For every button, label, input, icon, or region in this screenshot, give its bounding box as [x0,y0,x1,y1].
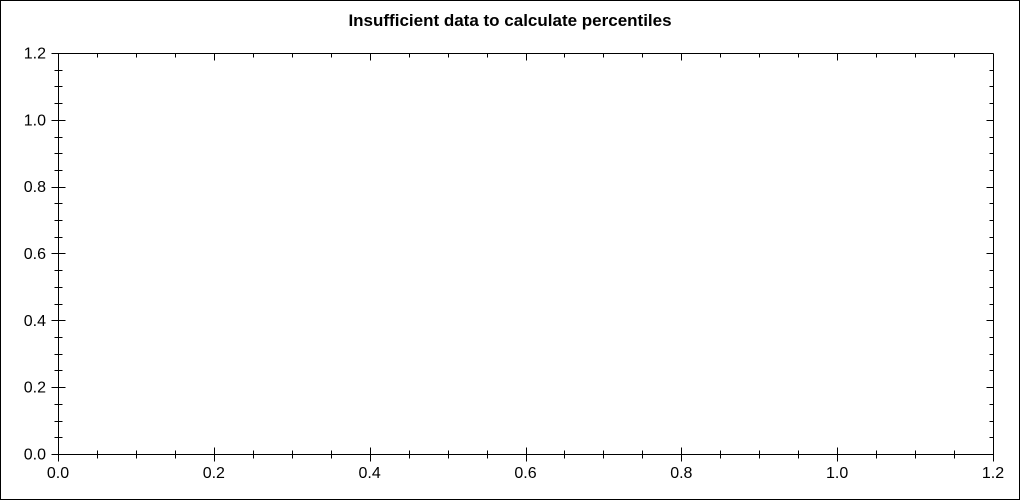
x-tick-label: 0.8 [670,465,692,482]
y-tick-label: 0.0 [24,447,46,464]
x-tick-label: 0.0 [47,465,69,482]
x-tick-label: 1.2 [982,465,1004,482]
y-tick-label: 1.0 [24,112,46,129]
y-tick-label: 0.4 [24,313,46,330]
y-tick-label: 0.6 [24,246,46,263]
x-tick-label: 0.2 [203,465,225,482]
chart-title: Insufficient data to calculate percentil… [348,11,672,30]
y-tick-label: 0.2 [24,380,46,397]
y-tick-label: 1.2 [24,46,46,63]
y-tick-label: 0.8 [24,179,46,196]
x-tick-label: 0.4 [359,465,381,482]
x-tick-label: 0.6 [514,465,536,482]
x-tick-label: 1.0 [826,465,848,482]
